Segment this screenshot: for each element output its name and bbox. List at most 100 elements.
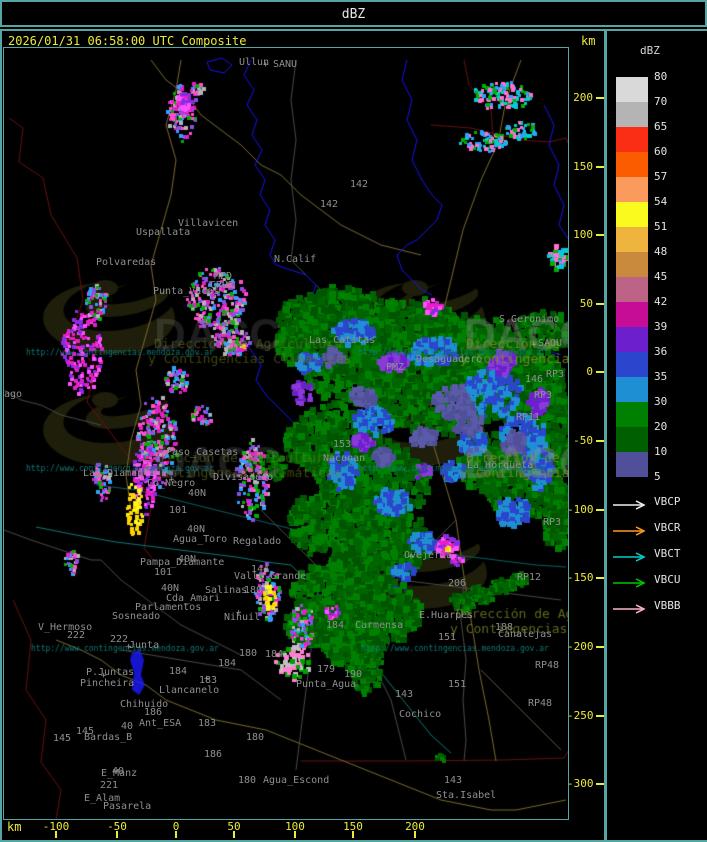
map-label: 180	[239, 648, 258, 659]
legend-label: VBCU	[654, 573, 681, 586]
map-label: RP3	[534, 390, 553, 401]
y-axis-tick-label: 50	[579, 297, 593, 310]
scale-value-label: 60	[654, 145, 668, 158]
map-label: 145	[53, 733, 72, 744]
scale-color-block	[616, 377, 648, 402]
station-marker: +	[169, 475, 175, 485]
map-label: S.Geronimo	[499, 314, 560, 325]
y-axis-tick-label: -150	[567, 571, 594, 584]
scale-value-label: 48	[654, 245, 668, 258]
map-label: Punta_Agua	[296, 679, 357, 690]
map-label: RP48	[535, 660, 560, 671]
x-axis-tick-label: 100	[285, 820, 305, 833]
x-axis-tick-label: 200	[405, 820, 425, 833]
map-label: 143	[444, 775, 463, 786]
map-label: V_Hermoso	[38, 622, 93, 633]
y-axis-tick-label: -200	[567, 640, 594, 653]
map-label: Punta_Vacas	[153, 286, 220, 297]
map-label: MED	[214, 271, 233, 282]
map-label: PMZ	[386, 362, 405, 373]
y-axis-tick-label: 0	[586, 365, 593, 378]
scale-value-label: 10	[654, 445, 668, 458]
vbct-arrow-icon	[612, 548, 650, 562]
map-label: Bardas_B	[84, 732, 133, 743]
map-label: 153	[333, 439, 352, 450]
map-label: Divisadero	[213, 472, 274, 483]
y-axis-tick-mark	[596, 577, 604, 579]
scale-value-label: 65	[654, 120, 668, 133]
y-axis-tick-label: 150	[573, 160, 593, 173]
map-label: Llancanelo	[159, 685, 220, 696]
map-label: 188	[495, 622, 514, 633]
scale-color-block	[616, 177, 648, 202]
map-label: Agua_Toro	[173, 534, 228, 545]
y-axis-tick-mark	[596, 646, 604, 648]
map-label: 186	[144, 707, 163, 718]
map-label: Ant_ESA	[139, 718, 182, 729]
map-label: SAOU	[538, 338, 563, 349]
y-axis-tick-mark	[596, 783, 604, 785]
y-axis-tick-label: -300	[567, 777, 594, 790]
map-label: 221	[100, 780, 119, 791]
scale-value-label: 57	[654, 170, 668, 183]
map-label: Las_Catitas	[309, 335, 376, 346]
map-label: Uspallata	[136, 227, 191, 238]
map-label: 146	[525, 374, 544, 385]
station-marker: +	[531, 340, 537, 350]
map-label: La_Horqueta	[467, 460, 534, 471]
map-label: 186	[204, 749, 223, 760]
x-axis-tick-mark	[175, 831, 177, 838]
map-label: RP48	[528, 698, 553, 709]
map-label: Salinas	[205, 585, 248, 596]
vbbb-arrow-icon	[612, 600, 650, 614]
x-axis-tick-mark	[116, 831, 118, 838]
y-axis-tick-mark	[596, 509, 604, 511]
vbcu-arrow-icon	[612, 574, 650, 588]
map-label: Paso_Casetas	[166, 447, 239, 458]
map-label: Ovejeria	[404, 550, 453, 561]
map-label: Cda_Amari	[166, 593, 221, 604]
legend-label: VBCR	[654, 521, 681, 534]
scale-color-block	[616, 102, 648, 127]
y-axis-tick-mark	[596, 371, 604, 373]
x-axis-tick-mark	[352, 831, 354, 838]
map-label: 40	[112, 766, 125, 777]
y-axis-tick-label: 100	[573, 228, 593, 241]
title-bar: dBZ	[0, 0, 707, 27]
map-label: 151	[448, 679, 467, 690]
y-axis-tick-mark	[596, 303, 604, 305]
map-label: RP12	[517, 572, 542, 583]
scale-value-label: 30	[654, 395, 668, 408]
y-axis-tick-label: -250	[567, 709, 594, 722]
map-label: 144	[251, 564, 270, 575]
map-label: 183	[198, 718, 217, 729]
x-axis-tick-label: -100	[42, 820, 70, 833]
map-label: Canalejas	[498, 629, 553, 640]
map-label: 184	[326, 620, 345, 631]
map-label: Sosneado	[112, 611, 161, 622]
map-label: Villavicen	[178, 218, 239, 229]
map-label: Carmensa	[355, 620, 404, 631]
scale-value-label: 45	[654, 270, 668, 283]
scale-color-block	[616, 327, 648, 352]
map-label: RP3	[546, 369, 565, 380]
scale-color-block	[616, 252, 648, 277]
scale-color-block	[616, 427, 648, 452]
map-label: 180	[244, 585, 263, 596]
vbcr-arrow-icon	[612, 522, 650, 536]
scale-color-block	[616, 227, 648, 252]
station-marker: +	[408, 552, 414, 562]
scale-value-label: 5	[654, 470, 661, 483]
scale-value-label: 70	[654, 95, 668, 108]
y-axis-tick-mark	[596, 234, 604, 236]
x-axis-tick-label: -50	[107, 820, 127, 833]
y-axis-tick-label: -50	[573, 434, 593, 447]
map-label: Nacunan	[323, 453, 366, 464]
x-axis-tick-mark	[414, 831, 416, 838]
map-label: 222	[110, 634, 129, 645]
map-label: E.Huarpes	[419, 610, 474, 621]
legend-label: VBCT	[654, 547, 681, 560]
map-label: 184	[265, 649, 284, 660]
map-label: Pasarela	[103, 801, 152, 812]
